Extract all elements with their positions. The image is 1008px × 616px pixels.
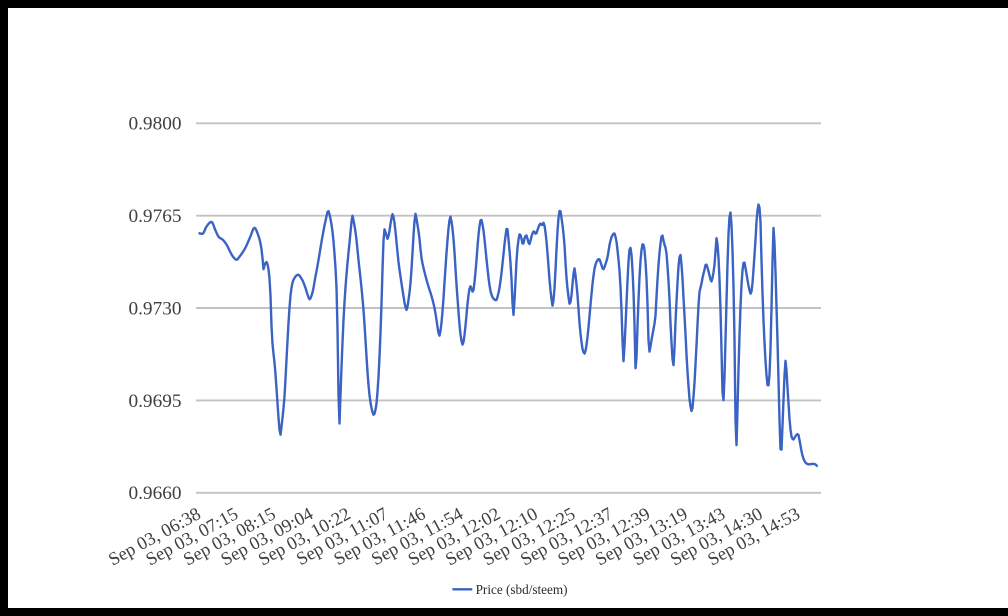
svg-text:0.9730: 0.9730 (128, 298, 181, 319)
svg-text:0.9695: 0.9695 (128, 391, 181, 412)
svg-text:Price (sbd/steem): Price (sbd/steem) (476, 582, 568, 597)
svg-text:0.9765: 0.9765 (128, 206, 181, 227)
svg-text:0.9660: 0.9660 (128, 483, 181, 504)
svg-text:0.9800: 0.9800 (128, 114, 181, 135)
